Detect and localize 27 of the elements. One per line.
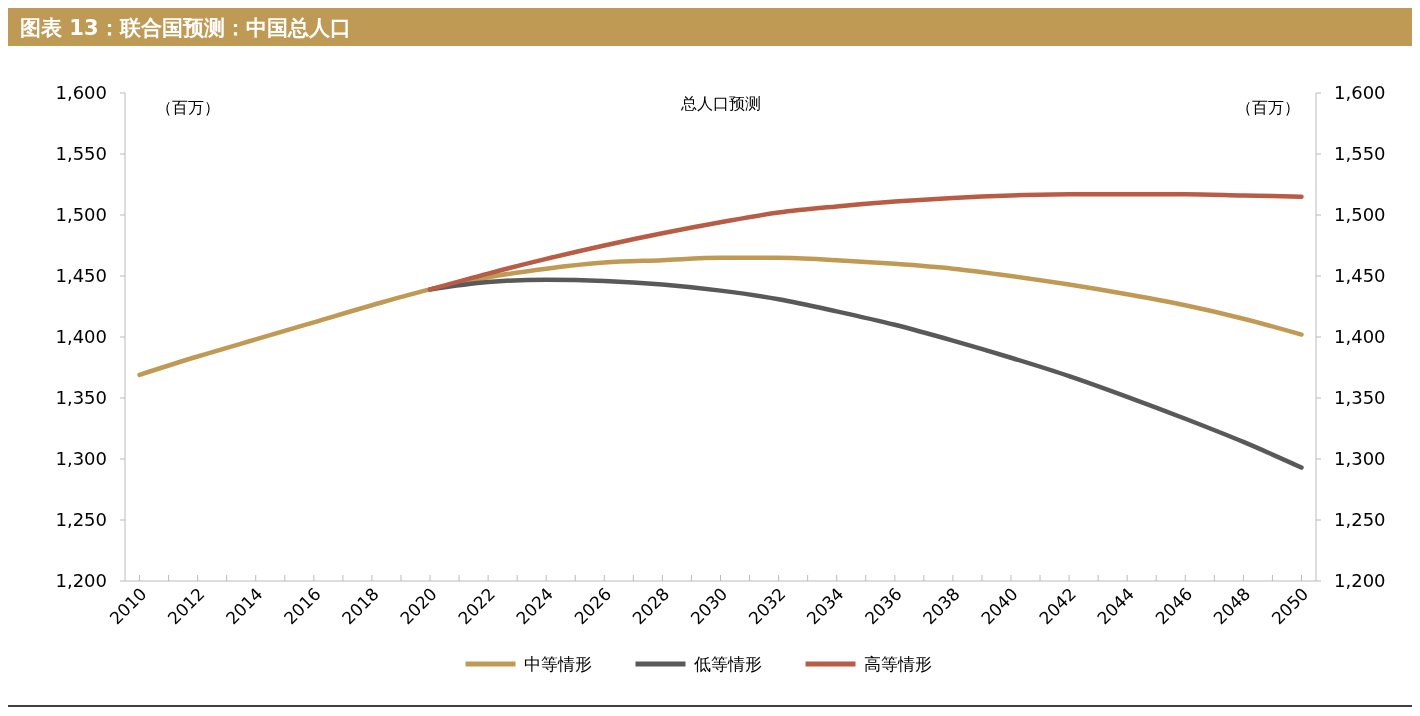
y2-tick-label: 1,350 — [1334, 387, 1386, 408]
chart-subtitle: 总人口预测 — [679, 94, 761, 113]
y-axis-title: （百万） — [156, 98, 220, 117]
y-tick-label: 1,250 — [55, 509, 107, 530]
y-tick-label: 1,500 — [55, 204, 107, 225]
y-tick-label: 1,600 — [55, 82, 107, 103]
y-tick-label: 1,350 — [55, 387, 107, 408]
legend-label: 中等情形 — [523, 654, 592, 674]
chart-title: 图表 13：联合国预测：中国总人口 — [20, 16, 351, 40]
y-tick-label: 1,400 — [55, 326, 107, 347]
legend-label: 低等情形 — [693, 654, 762, 674]
y-tick-label: 1,550 — [55, 143, 107, 164]
y2-tick-label: 1,250 — [1334, 509, 1386, 530]
y2-tick-label: 1,300 — [1334, 448, 1386, 469]
y-tick-label: 1,450 — [55, 265, 107, 286]
line-series — [137, 255, 1304, 378]
y2-axis-title: （百万） — [1236, 98, 1300, 117]
y2-tick-label: 1,200 — [1334, 570, 1386, 591]
y2-tick-label: 1,450 — [1334, 265, 1386, 286]
y-tick-label: 1,200 — [55, 570, 107, 591]
y2-tick-label: 1,500 — [1334, 204, 1386, 225]
y2-tick-label: 1,600 — [1334, 82, 1386, 103]
line-series — [427, 192, 1304, 292]
legend-label: 高等情形 — [863, 654, 932, 674]
y2-tick-label: 1,550 — [1334, 143, 1386, 164]
y-tick-label: 1,300 — [55, 448, 107, 469]
y2-tick-label: 1,400 — [1334, 326, 1386, 347]
